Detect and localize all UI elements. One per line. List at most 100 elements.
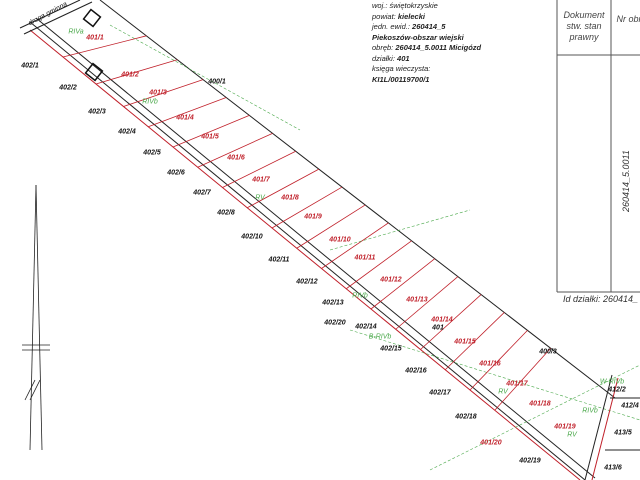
parcel-divider-line <box>222 150 296 188</box>
road-line <box>35 17 596 479</box>
survey-line <box>24 379 36 401</box>
landuse-line <box>109 24 301 131</box>
parcel-divider-line <box>346 240 412 290</box>
landuse-line <box>349 329 640 421</box>
survey-line <box>29 379 41 401</box>
landuse-label: RV <box>255 194 265 202</box>
info-commune: Piekoszów-obszar wiejski <box>372 32 464 42</box>
info-label: działki: <box>372 53 395 63</box>
parcel-divider-line <box>321 222 389 269</box>
neighbor-parcel-label: 402/4 <box>118 128 136 136</box>
upper-boundary-line <box>99 0 616 399</box>
parcel-label: 401/18 <box>529 400 551 408</box>
parcel-divider-line <box>271 186 343 229</box>
landuse-label: RV <box>498 388 508 396</box>
parcel-divider-line <box>420 294 482 350</box>
parcel-label: 401/5 <box>201 133 219 141</box>
info-precinct: 260414_5.0011 Micigózd <box>395 43 482 52</box>
neighbor-parcel-label: 412/4 <box>621 402 639 410</box>
parcel-divider-line <box>444 312 505 371</box>
parcel-boundary-line <box>29 29 581 480</box>
neighbor-parcel-label: 402/7 <box>193 189 211 197</box>
landuse-label: W-RIVb <box>599 378 625 386</box>
road-line <box>29 21 586 480</box>
landuse-label: RIVa <box>68 28 84 36</box>
landuse-label: B-RIVb <box>368 333 392 341</box>
info-unit: 260414_5 <box>412 22 446 31</box>
parcel-label: 401/1 <box>86 34 104 42</box>
parcel-label: 401/3 <box>149 89 167 97</box>
neighbor-parcel-label: 402/10 <box>241 233 263 241</box>
neighbor-parcel-label: 402/5 <box>143 149 161 157</box>
parcel-label: 401/13 <box>406 296 428 304</box>
neighbor-parcel-label: 400/3 <box>539 348 557 356</box>
parcel-divider-line <box>197 132 273 168</box>
landuse-line <box>329 209 471 251</box>
neighbor-parcel-label: 402/3 <box>88 108 106 116</box>
table-precinct-value: 260414_5.0011 <box>621 150 631 212</box>
landuse-label: RIVb <box>582 407 598 415</box>
building-outline <box>84 62 104 82</box>
parcel-boundary-line <box>591 377 619 480</box>
parcel-label: 401/11 <box>354 254 376 262</box>
parcel-label: 401/15 <box>454 338 476 346</box>
neighbor-parcel-label: 413/6 <box>604 464 622 472</box>
parcel-label: 401/12 <box>380 276 402 284</box>
road-line <box>23 1 93 35</box>
neighbor-parcel-label: 402/19 <box>519 457 541 465</box>
neighbor-parcel-label: 402/6 <box>167 169 185 177</box>
parcel-label: 401/7 <box>252 176 270 184</box>
parcel-label: 401/17 <box>506 380 528 388</box>
parcel-label: 401/16 <box>479 360 501 368</box>
neighbor-parcel-label: 402/16 <box>405 367 427 375</box>
boundary-line <box>584 374 613 480</box>
neighbor-parcel-label: 402/15 <box>380 345 402 353</box>
parcel-label: 401/2 <box>121 71 139 79</box>
neighbor-parcel-label: 401 <box>432 324 444 332</box>
parcel-label: 401/10 <box>329 236 351 244</box>
parcel-label: 401/20 <box>480 439 502 447</box>
neighbor-parcel-label: 402/12 <box>296 278 318 286</box>
landuse-label: RV <box>567 431 577 439</box>
landuse-line <box>429 364 640 471</box>
info-label: powiat: <box>372 11 396 21</box>
info-voivodeship: woj.: świętokrzyskie <box>372 1 438 10</box>
neighbor-parcel-label: 402/13 <box>322 299 344 307</box>
parcel-divider-line <box>395 276 459 330</box>
parcel-divider-line <box>296 204 366 249</box>
parcel-divider-line <box>370 258 435 310</box>
neighbor-parcel-label: 402/2 <box>59 84 77 92</box>
parcel-label: 401/8 <box>281 194 299 202</box>
parcel-label: 401/6 <box>227 154 245 162</box>
table-header-document: Dokument stw. stan prawny <box>563 10 605 42</box>
landuse-label: RIVb <box>142 98 158 106</box>
neighbor-parcel-label: 413/5 <box>614 429 632 437</box>
neighbor-parcel-label: 402/14 <box>355 323 377 331</box>
parcel-divider-line <box>469 330 528 391</box>
parcel-label: 401/19 <box>554 423 576 431</box>
parcel-divider-line <box>148 97 227 128</box>
info-label: jedn. ewid.: <box>372 22 410 31</box>
neighbor-parcel-label: 402/18 <box>455 413 477 421</box>
info-parcel: 401 <box>397 53 410 63</box>
parcel-label: 401/9 <box>304 213 322 221</box>
neighbor-parcel-label: 402/8 <box>217 209 235 217</box>
neighbor-parcel-label: 402/20 <box>324 319 346 327</box>
table-header-precinct: Nr obręb <box>616 14 640 24</box>
parcel-divider-line <box>494 347 551 411</box>
parcel-divider-line <box>95 59 178 85</box>
landuse-label: RIVb <box>352 292 368 300</box>
info-land-register: KI1L/00119700/1 <box>372 74 430 84</box>
neighbor-parcel-label: 402/17 <box>429 389 451 397</box>
parcel-divider-line <box>123 79 204 107</box>
neighbor-parcel-label: 402/11 <box>268 256 290 264</box>
parcel-info: woj.: świętokrzyskie powiat: kielecki je… <box>372 1 481 85</box>
parcel-divider-line <box>172 115 250 148</box>
parcel-divider-line <box>62 35 147 58</box>
parcel-id: Id działki: 260414_ <box>563 294 639 304</box>
parcel-divider-line <box>247 168 320 209</box>
info-label: księga wieczysta: <box>372 64 431 73</box>
neighbor-parcel-label: 412/2 <box>608 386 626 394</box>
